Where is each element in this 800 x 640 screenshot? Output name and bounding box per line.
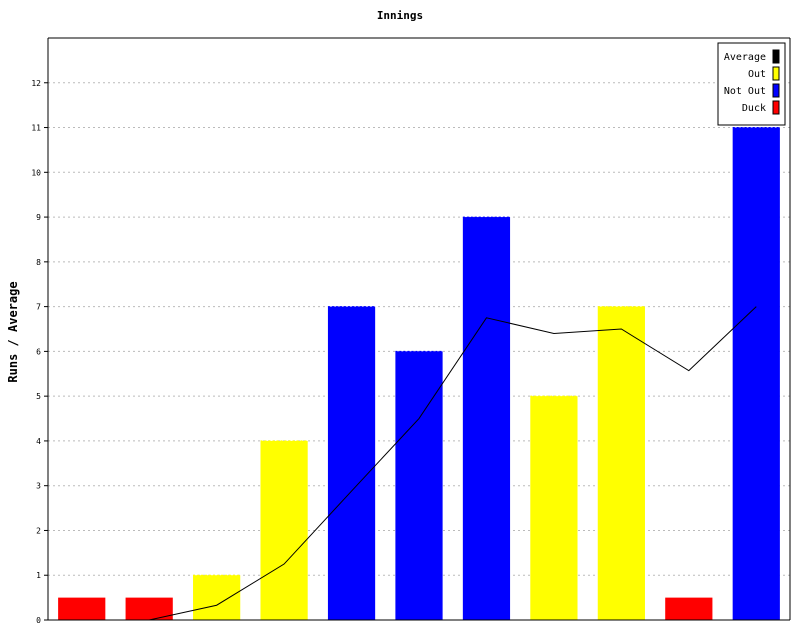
y-tick-label: 10 — [31, 168, 41, 177]
legend: Average Out Not Out Duck — [717, 42, 786, 126]
bar-not-out — [395, 351, 443, 620]
bar-duck — [125, 597, 173, 620]
legend-label: Average — [724, 52, 766, 63]
average-line — [81, 306, 757, 621]
y-tick-label: 6 — [36, 347, 41, 356]
bar-not-out — [732, 127, 780, 621]
legend-label: Duck — [742, 103, 766, 114]
legend-swatch — [772, 66, 780, 81]
y-tick-label: 12 — [31, 79, 41, 88]
average-line-group — [81, 306, 757, 621]
y-tick-label: 4 — [36, 437, 41, 446]
bar-not-out — [327, 306, 376, 620]
bar-not-out — [462, 217, 511, 621]
axes — [47, 37, 791, 621]
legend-label: Not Out — [724, 86, 766, 97]
legend-swatch — [772, 100, 780, 115]
legend-swatch — [772, 83, 780, 98]
y-tick-label: 5 — [36, 392, 41, 401]
legend-swatch — [772, 49, 780, 64]
y-tick-label: 0 — [36, 616, 41, 625]
bar-duck — [58, 597, 106, 620]
chart-title: Innings — [376, 9, 424, 22]
bar-duck — [665, 597, 713, 620]
bars — [58, 127, 780, 621]
y-tick-label: 7 — [36, 303, 41, 312]
y-tick-label: 2 — [36, 526, 41, 535]
bar-out — [193, 575, 241, 620]
bar-out — [260, 440, 308, 620]
y-tick-label: 8 — [36, 258, 41, 267]
y-tick-label: 9 — [36, 213, 41, 222]
y-tick-label: 3 — [36, 482, 41, 491]
bar-out — [530, 396, 578, 620]
y-tick-label: 1 — [36, 571, 41, 580]
legend-label: Out — [748, 69, 766, 80]
bar-out — [597, 306, 645, 620]
y-tick-label: 11 — [31, 124, 41, 133]
